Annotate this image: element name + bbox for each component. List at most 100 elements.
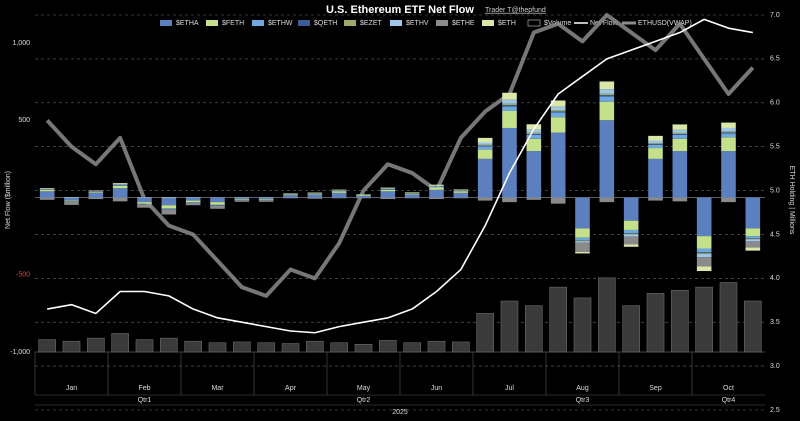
legend-label: $ETHA (176, 20, 199, 27)
flow-bar (599, 96, 615, 102)
flow-bar (575, 242, 590, 252)
flow-bar (623, 233, 639, 234)
month-label: Mar (211, 385, 224, 392)
flow-bar (526, 129, 542, 133)
volume-bar (306, 340, 324, 353)
volume-bar (549, 286, 567, 353)
flow-bar (331, 197, 347, 199)
flow-bar (721, 133, 736, 138)
flow-bar (550, 117, 566, 133)
net-flow-line (47, 18, 753, 334)
flow-bar (39, 188, 55, 189)
flow-bar (234, 199, 250, 200)
legend-label: $QETH (314, 20, 337, 27)
legend-label: $ETHV (406, 20, 429, 27)
y2-tick-label: 5.5 (770, 144, 780, 151)
flow-bar (88, 197, 104, 200)
flow-bar (672, 132, 688, 135)
flow-bar (648, 144, 663, 149)
flow-bar (599, 81, 615, 90)
legend-label: $FETH (222, 20, 244, 27)
flow-bar (356, 195, 371, 198)
flow-bar (429, 185, 444, 187)
flow-bar (453, 189, 469, 191)
flow-bar (185, 202, 201, 206)
flow-bar (696, 197, 712, 237)
flow-bar (404, 197, 420, 199)
flow-bar (429, 186, 444, 188)
flow-bar (599, 120, 615, 198)
volume-bar (135, 339, 154, 353)
flow-bar (526, 197, 542, 200)
year-label: 2025 (392, 409, 408, 416)
flow-bar (550, 110, 566, 112)
flow-bar (575, 228, 590, 238)
flow-bar (745, 228, 761, 237)
legend-swatch (436, 20, 448, 26)
volume-bar (257, 342, 275, 353)
quarter-label: Qtr4 (722, 397, 736, 404)
flow-bar (39, 197, 55, 200)
quarter-label: Qtr2 (357, 397, 371, 404)
flow-bar (623, 236, 639, 245)
legend-label: ETHUSD(VWAP) (638, 20, 692, 27)
flow-bar (721, 151, 736, 198)
flow-bar (477, 142, 493, 145)
month-label: Sep (649, 385, 662, 392)
flow-bar (696, 252, 712, 254)
volume-bar (573, 297, 592, 353)
flow-bar (404, 193, 420, 195)
volume-bar (184, 340, 202, 353)
y2-tick-label: 4.5 (770, 231, 780, 238)
flow-bar (721, 137, 736, 152)
flow-bar (623, 234, 639, 237)
flow-bar (550, 197, 566, 204)
flow-bar (477, 158, 493, 198)
flow-bar (623, 220, 639, 230)
flow-bar (648, 197, 663, 201)
flow-bar (745, 236, 761, 239)
flow-bar (380, 189, 396, 192)
flow-bar (745, 239, 761, 242)
flow-bar (210, 205, 225, 209)
volume-bar (476, 313, 494, 353)
flow-bar (283, 194, 298, 196)
flow-bar (404, 194, 420, 198)
flow-bar (745, 247, 761, 251)
flow-bar (210, 204, 225, 206)
month-label: Oct (723, 385, 734, 392)
flow-bar (745, 238, 761, 240)
flow-bar (599, 89, 615, 94)
month-label: Jun (431, 385, 442, 392)
y2-tick-label: 3.0 (770, 363, 780, 370)
flow-bar (550, 112, 566, 118)
y2-tick-label: 5.0 (770, 187, 780, 194)
flow-bar (696, 266, 712, 272)
flow-bar (380, 197, 396, 200)
flow-bar (210, 202, 225, 205)
flow-bar (623, 233, 639, 235)
y-tick-label: -500 (16, 272, 30, 279)
flow-bar (672, 134, 688, 135)
flow-bar (64, 201, 79, 205)
flow-bar (429, 189, 444, 198)
flow-bar (672, 134, 688, 139)
y2-tick-label: 7.0 (770, 12, 780, 19)
flow-bar (672, 197, 688, 202)
flow-bar (526, 124, 542, 130)
flow-bar (502, 103, 517, 106)
flow-bar (307, 194, 323, 198)
flow-bar (429, 184, 444, 186)
flow-bar (112, 185, 128, 189)
quarter-label: Qtr1 (138, 397, 152, 404)
flow-bar (502, 197, 517, 203)
volume-bar (452, 341, 470, 353)
volume-bar (646, 293, 665, 353)
flow-bar (623, 197, 639, 221)
legend-label: $ETHE (452, 20, 475, 27)
flow-bar (550, 111, 566, 113)
volume-bar (598, 277, 616, 353)
volume-bar (671, 289, 689, 353)
legend-label: $ETHW (268, 20, 293, 27)
